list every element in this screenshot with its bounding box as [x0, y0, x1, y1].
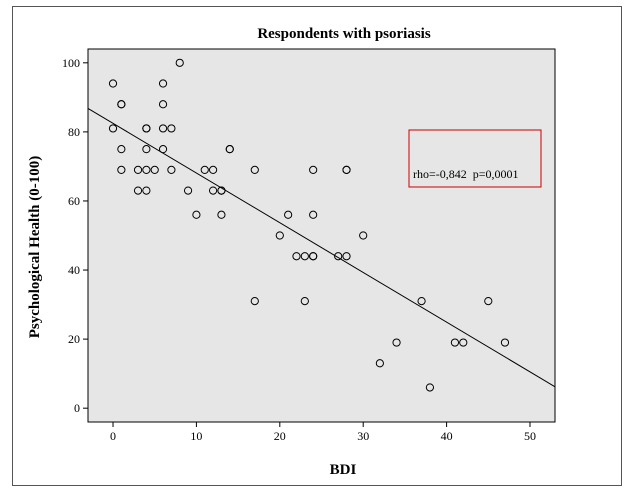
y-tick-label: 60 — [68, 194, 80, 208]
data-point — [108, 79, 118, 88]
data-point — [425, 383, 435, 392]
x-tick-label: 10 — [190, 429, 202, 443]
data-point — [275, 231, 284, 240]
y-tick-label: 100 — [62, 56, 80, 70]
plot-area — [87, 48, 556, 423]
y-axis: 0 20 40 60 80 100 — [62, 56, 88, 415]
data-point — [225, 145, 234, 154]
data-point — [292, 252, 301, 261]
x-tick-label: 40 — [441, 429, 453, 443]
x-tick-label: 50 — [524, 429, 536, 443]
data-point — [142, 165, 151, 174]
x-axis: 0 10 20 30 40 50 — [110, 422, 536, 443]
data-points — [108, 58, 510, 392]
y-tick-label: 0 — [74, 401, 80, 415]
chart-frame: Respondents with psoriasis 0 20 40 60 80 100 … — [12, 6, 622, 486]
data-point — [158, 79, 168, 88]
y-tick-label: 40 — [68, 263, 80, 277]
data-point — [250, 165, 259, 174]
data-point — [133, 186, 143, 195]
x-tick-label: 0 — [110, 429, 116, 443]
annotation-text: rho=-0,842 p=0,0001 — [413, 167, 519, 181]
data-point — [342, 165, 351, 174]
plot-background — [87, 48, 556, 423]
data-point — [108, 124, 118, 133]
regression-line-group — [87, 107, 556, 388]
data-point — [167, 165, 176, 174]
data-point — [359, 231, 368, 240]
data-point — [375, 359, 384, 368]
data-point — [250, 297, 259, 306]
y-tick-label: 80 — [68, 125, 80, 139]
data-point — [167, 124, 176, 133]
data-point — [450, 338, 460, 347]
data-point — [300, 252, 309, 261]
data-point — [142, 145, 151, 154]
data-point — [117, 165, 126, 174]
data-point — [117, 145, 126, 154]
data-point — [300, 297, 309, 306]
data-point — [417, 297, 426, 306]
x-tick-label: 30 — [357, 429, 369, 443]
data-point — [484, 297, 493, 306]
data-point — [500, 338, 510, 347]
data-point — [309, 252, 318, 261]
data-point — [158, 100, 168, 109]
data-point — [217, 210, 226, 219]
data-point — [175, 58, 184, 67]
data-point — [392, 338, 401, 347]
data-point — [133, 165, 143, 174]
x-axis-label: BDI — [330, 462, 357, 478]
data-point — [309, 210, 318, 219]
y-tick-label: 20 — [68, 332, 80, 346]
data-point — [158, 124, 168, 133]
chart-title: Respondents with psoriasis — [257, 26, 431, 42]
y-axis-label: Psychological Health (0-100) — [27, 156, 43, 338]
data-point — [150, 165, 159, 174]
data-point — [117, 100, 126, 109]
regression-line — [87, 107, 556, 388]
data-point — [192, 210, 201, 219]
data-point — [217, 186, 226, 195]
data-point — [284, 210, 293, 219]
data-point — [342, 252, 351, 261]
annotation-box — [408, 129, 542, 188]
data-point — [183, 186, 193, 195]
statistics-annotation: rho=-0,842 p=0,0001 — [408, 129, 542, 188]
data-point — [208, 165, 218, 174]
scatter-chart: Respondents with psoriasis 020406080100 … — [27, 26, 556, 478]
data-point — [309, 165, 318, 174]
x-tick-label: 20 — [274, 429, 286, 443]
data-point — [208, 186, 218, 195]
data-point — [200, 165, 209, 174]
data-point — [459, 338, 468, 347]
data-point — [334, 252, 343, 261]
data-point — [142, 124, 151, 133]
data-point — [158, 145, 168, 154]
data-point — [142, 186, 151, 195]
